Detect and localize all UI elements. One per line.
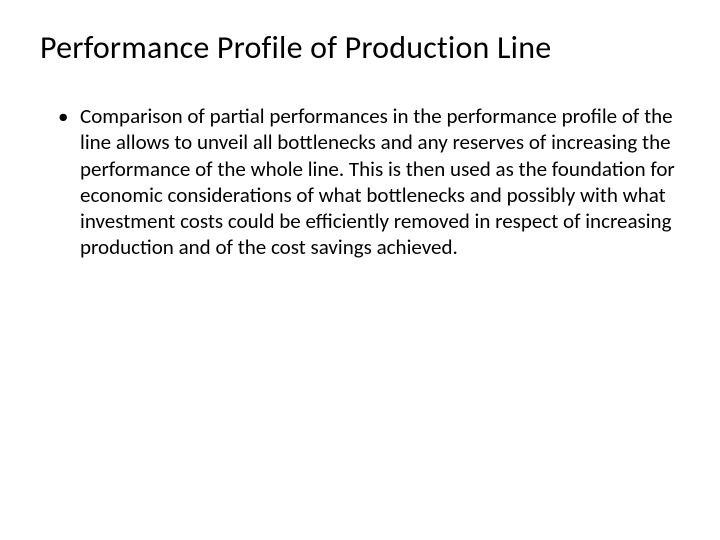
slide-title: Performance Profile of Production Line <box>40 28 680 67</box>
bullet-item: Comparison of partial performances in th… <box>58 103 680 261</box>
bullet-list: Comparison of partial performances in th… <box>40 103 680 261</box>
